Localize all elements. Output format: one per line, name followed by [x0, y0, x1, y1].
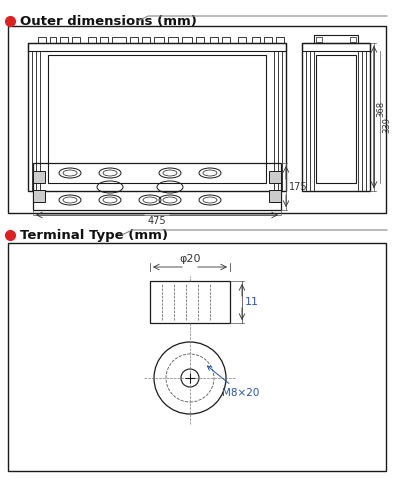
Bar	[302, 43, 370, 51]
Bar	[60, 37, 68, 43]
Bar	[269, 171, 281, 183]
Bar	[150, 281, 230, 323]
Bar	[38, 37, 46, 43]
Bar	[72, 37, 80, 43]
Bar	[48, 55, 266, 183]
Text: M8×20: M8×20	[207, 366, 260, 398]
Bar	[8, 26, 386, 213]
Bar	[28, 43, 286, 51]
Bar	[264, 37, 272, 43]
Bar	[302, 43, 370, 191]
Bar	[314, 35, 358, 43]
Bar	[130, 37, 138, 43]
Bar	[238, 37, 246, 43]
Bar	[196, 37, 204, 43]
Text: 475: 475	[148, 216, 166, 226]
Text: Terminal Type (mm): Terminal Type (mm)	[20, 228, 168, 242]
Text: Outer dimensions (mm): Outer dimensions (mm)	[20, 14, 197, 28]
Bar	[210, 37, 218, 43]
Bar	[222, 37, 230, 43]
Bar	[350, 37, 356, 42]
Text: φ20: φ20	[179, 254, 201, 264]
Bar	[8, 243, 386, 471]
Bar	[33, 190, 45, 202]
Bar	[112, 37, 126, 43]
Bar	[276, 37, 284, 43]
Text: 11: 11	[245, 297, 259, 307]
Text: 339: 339	[382, 117, 391, 133]
Bar	[316, 55, 356, 183]
Text: 175: 175	[289, 182, 308, 192]
Bar	[154, 37, 164, 43]
Text: 368: 368	[376, 101, 385, 117]
Bar	[269, 190, 281, 202]
Bar	[28, 43, 286, 191]
Bar	[182, 37, 192, 43]
Bar	[168, 37, 178, 43]
Bar	[50, 37, 56, 43]
Bar	[88, 37, 96, 43]
Bar	[142, 37, 150, 43]
Bar	[316, 37, 322, 42]
Bar	[33, 163, 281, 210]
Bar	[252, 37, 260, 43]
Bar	[33, 171, 45, 183]
Bar	[100, 37, 108, 43]
